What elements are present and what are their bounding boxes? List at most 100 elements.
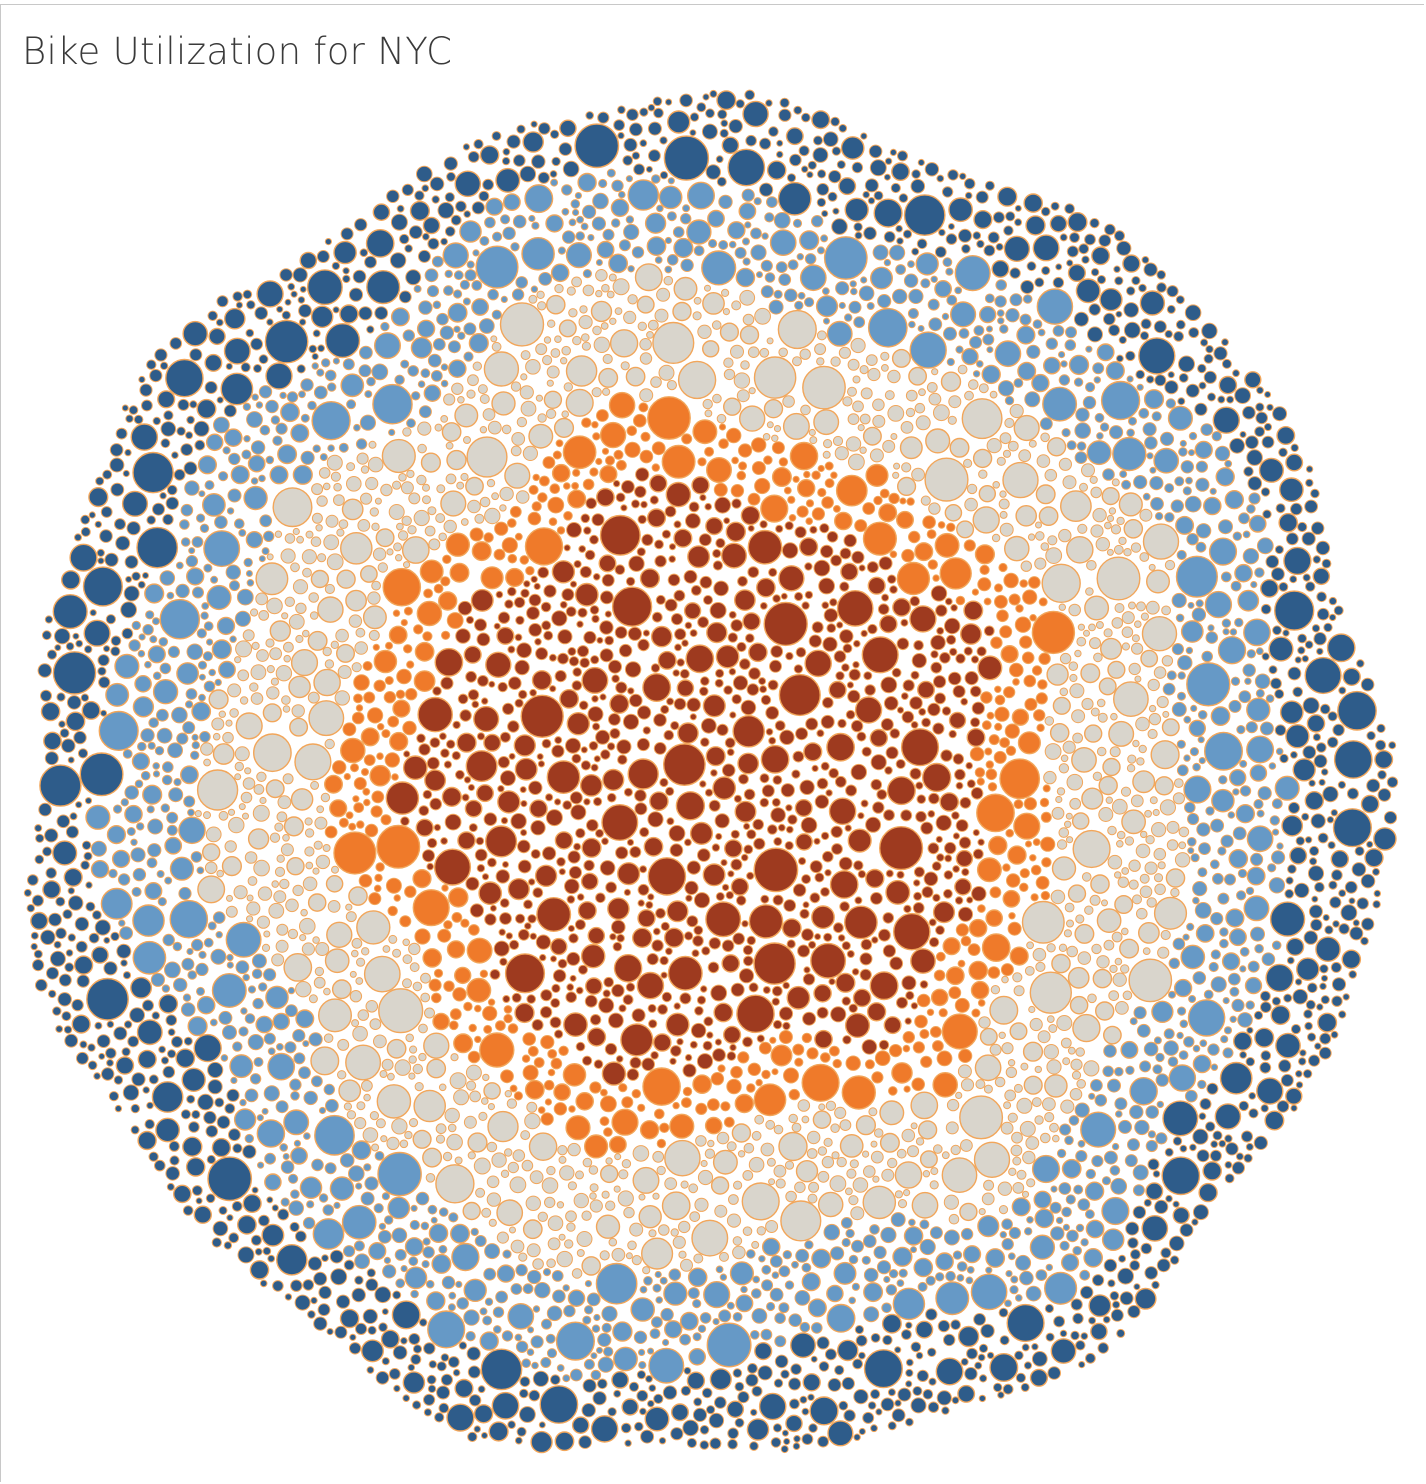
bubble-group-1[interactable] bbox=[927, 842, 940, 855]
bubble-group-4[interactable] bbox=[833, 1261, 857, 1285]
bubble-group-2[interactable] bbox=[824, 461, 834, 471]
bubble-group-1[interactable] bbox=[802, 1011, 817, 1026]
bubble-group-4[interactable] bbox=[199, 523, 210, 533]
bubble-group-5[interactable] bbox=[351, 1287, 366, 1303]
bubble-group-3[interactable] bbox=[1058, 943, 1068, 952]
bubble-group-4[interactable] bbox=[761, 1264, 772, 1275]
bubble-group-3[interactable] bbox=[661, 1191, 691, 1221]
bubble-group-3[interactable] bbox=[486, 478, 496, 488]
bubble-group-1[interactable] bbox=[813, 559, 831, 577]
bubble-group-1[interactable] bbox=[508, 939, 520, 951]
bubble-group-5[interactable] bbox=[1023, 1361, 1033, 1370]
bubble-group-1[interactable] bbox=[554, 736, 563, 745]
bubble-group-4[interactable] bbox=[1100, 380, 1141, 421]
bubble-group-5[interactable] bbox=[294, 1294, 311, 1311]
bubble-group-3[interactable] bbox=[266, 553, 274, 561]
bubble-group-1[interactable] bbox=[679, 668, 690, 679]
bubble-group-4[interactable] bbox=[756, 271, 763, 279]
bubble-group-3[interactable] bbox=[1067, 884, 1087, 903]
bubble-group-3[interactable] bbox=[978, 1208, 986, 1216]
bubble-group-3[interactable] bbox=[933, 1144, 943, 1154]
bubble-group-1[interactable] bbox=[552, 969, 567, 983]
bubble-group-5[interactable] bbox=[1329, 896, 1342, 909]
bubble-group-3[interactable] bbox=[1009, 1022, 1028, 1041]
bubble-group-1[interactable] bbox=[574, 582, 599, 607]
bubble-group-5[interactable] bbox=[1377, 770, 1387, 780]
bubble-group-5[interactable] bbox=[34, 854, 45, 865]
bubble-group-3[interactable] bbox=[998, 1031, 1006, 1040]
bubble-group-3[interactable] bbox=[1040, 432, 1050, 443]
bubble-group-3[interactable] bbox=[650, 376, 662, 388]
bubble-group-1[interactable] bbox=[467, 783, 475, 792]
bubble-group-4[interactable] bbox=[610, 198, 630, 218]
bubble-group-1[interactable] bbox=[507, 877, 530, 901]
bubble-group-2[interactable] bbox=[353, 674, 370, 691]
bubble-group-5[interactable] bbox=[1323, 622, 1333, 633]
bubble-group-1[interactable] bbox=[693, 892, 711, 909]
bubble-group-4[interactable] bbox=[1007, 1252, 1016, 1261]
bubble-group-5[interactable] bbox=[1015, 1372, 1027, 1383]
bubble-group-4[interactable] bbox=[311, 401, 351, 441]
bubble-group-5[interactable] bbox=[56, 814, 71, 829]
bubble-group-1[interactable] bbox=[731, 498, 742, 509]
bubble-group-5[interactable] bbox=[562, 160, 580, 178]
bubble-group-5[interactable] bbox=[454, 170, 482, 198]
bubble-group-4[interactable] bbox=[750, 227, 762, 240]
bubble-group-5[interactable] bbox=[1127, 1237, 1139, 1249]
bubble-group-5[interactable] bbox=[183, 461, 198, 476]
bubble-group-5[interactable] bbox=[1130, 1249, 1141, 1260]
bubble-group-4[interactable] bbox=[363, 1163, 372, 1172]
bubble-group-4[interactable] bbox=[178, 816, 206, 845]
bubble-group-4[interactable] bbox=[1239, 965, 1247, 973]
bubble-group-4[interactable] bbox=[1064, 1135, 1074, 1146]
bubble-group-3[interactable] bbox=[911, 1191, 939, 1219]
bubble-group-4[interactable] bbox=[826, 320, 853, 347]
bubble-group-5[interactable] bbox=[1002, 1383, 1014, 1395]
bubble-group-4[interactable] bbox=[234, 518, 245, 530]
bubble-group-3[interactable] bbox=[716, 1131, 730, 1145]
bubble-group-3[interactable] bbox=[869, 448, 884, 463]
bubble-group-1[interactable] bbox=[615, 846, 629, 860]
bubble-group-3[interactable] bbox=[1012, 1156, 1022, 1166]
bubble-group-5[interactable] bbox=[1333, 605, 1344, 616]
bubble-group-4[interactable] bbox=[1214, 445, 1231, 462]
bubble-group-3[interactable] bbox=[369, 1018, 382, 1030]
bubble-group-3[interactable] bbox=[463, 1115, 477, 1129]
bubble-group-3[interactable] bbox=[528, 294, 538, 304]
bubble-group-1[interactable] bbox=[551, 560, 576, 584]
bubble-group-5[interactable] bbox=[726, 1400, 745, 1419]
bubble-group-4[interactable] bbox=[1267, 863, 1277, 873]
bubble-group-1[interactable] bbox=[916, 794, 927, 805]
bubble-group-3[interactable] bbox=[341, 498, 364, 521]
bubble-group-5[interactable] bbox=[1310, 918, 1323, 932]
bubble-group-4[interactable] bbox=[1245, 886, 1255, 896]
bubble-group-1[interactable] bbox=[848, 1003, 858, 1013]
bubble-group-4[interactable] bbox=[144, 660, 152, 669]
bubble-group-4[interactable] bbox=[946, 357, 955, 367]
bubble-group-1[interactable] bbox=[689, 629, 698, 638]
bubble-group-4[interactable] bbox=[183, 795, 196, 808]
bubble-group-4[interactable] bbox=[1013, 378, 1024, 388]
bubble-group-4[interactable] bbox=[384, 1215, 394, 1225]
bubble-group-3[interactable] bbox=[313, 840, 323, 850]
bubble-group-4[interactable] bbox=[404, 1237, 424, 1257]
bubble-group-5[interactable] bbox=[1322, 914, 1330, 922]
bubble-group-3[interactable] bbox=[434, 423, 443, 432]
bubble-group-4[interactable] bbox=[845, 1228, 855, 1239]
bubble-group-5[interactable] bbox=[831, 146, 842, 156]
bubble-group-5[interactable] bbox=[816, 1336, 830, 1350]
bubble-group-3[interactable] bbox=[263, 930, 271, 938]
bubble-group-1[interactable] bbox=[674, 643, 682, 652]
bubble-group-3[interactable] bbox=[412, 1063, 423, 1075]
bubble-group-1[interactable] bbox=[565, 991, 578, 1004]
bubble-group-3[interactable] bbox=[1111, 478, 1120, 487]
bubble-group-3[interactable] bbox=[625, 1252, 633, 1260]
bubble-group-3[interactable] bbox=[656, 287, 671, 302]
bubble-group-3[interactable] bbox=[974, 1054, 1002, 1082]
bubble-group-5[interactable] bbox=[836, 1339, 859, 1362]
bubble-group-4[interactable] bbox=[764, 212, 775, 223]
bubble-group-3[interactable] bbox=[794, 1181, 806, 1194]
bubble-group-3[interactable] bbox=[1086, 560, 1097, 571]
bubble-group-5[interactable] bbox=[42, 846, 53, 857]
bubble-group-2[interactable] bbox=[824, 478, 835, 489]
